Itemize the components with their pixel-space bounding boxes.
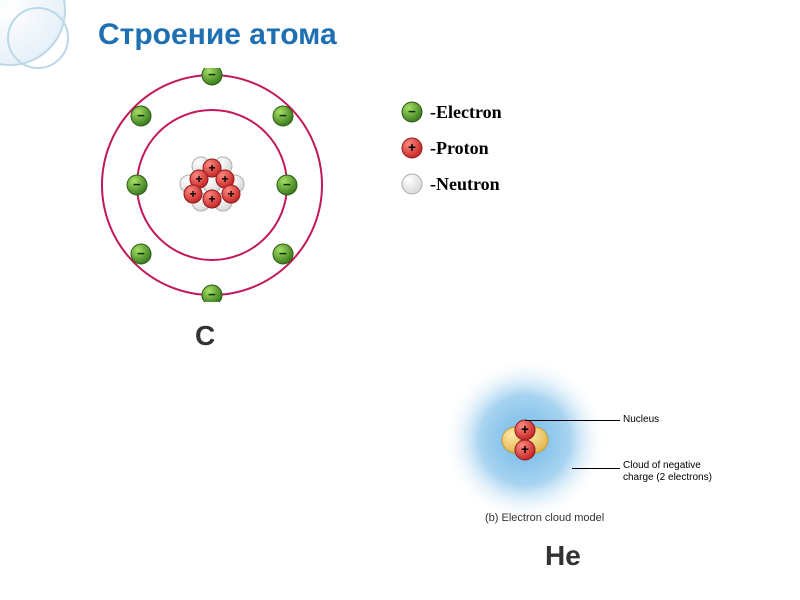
svg-text:+: + — [408, 140, 416, 155]
carbon-symbol-label: C — [195, 320, 215, 352]
svg-text:+: + — [521, 442, 529, 457]
svg-text:+: + — [521, 422, 529, 437]
helium-caption: (b) Electron cloud model — [485, 512, 604, 524]
legend-proton: + -Proton — [400, 136, 502, 160]
svg-text:+: + — [221, 172, 228, 186]
svg-text:−: − — [208, 287, 216, 302]
svg-text:−: − — [137, 108, 145, 123]
legend-neutron-label: -Neutron — [430, 174, 500, 195]
svg-text:−: − — [283, 177, 291, 192]
cloud-label-line1: Cloud of negative — [623, 460, 701, 471]
svg-text:−: − — [279, 246, 287, 261]
svg-text:+: + — [208, 192, 215, 206]
legend-electron: − -Electron — [400, 100, 502, 124]
nucleus-label: Nucleus — [623, 414, 659, 425]
carbon-atom-diagram: ++++++−−−−−−−− — [95, 68, 329, 302]
helium-symbol-label: He — [545, 540, 581, 572]
legend-electron-label: -Electron — [430, 102, 502, 123]
legend-proton-label: -Proton — [430, 138, 489, 159]
svg-text:−: − — [408, 104, 416, 119]
corner-decoration — [0, 0, 70, 70]
page-title: Строение атома — [98, 18, 337, 52]
cloud-label-line2: charge (2 electrons) — [623, 472, 712, 483]
svg-text:+: + — [208, 161, 215, 175]
svg-text:−: − — [279, 108, 287, 123]
svg-text:−: − — [208, 68, 216, 82]
svg-text:+: + — [227, 187, 234, 201]
svg-text:−: − — [133, 177, 141, 192]
particle-legend: − -Electron + -Proton -Neutron — [400, 100, 502, 208]
svg-text:+: + — [195, 172, 202, 186]
legend-neutron: -Neutron — [400, 172, 502, 196]
svg-text:+: + — [189, 187, 196, 201]
svg-text:−: − — [137, 246, 145, 261]
helium-atom-diagram: ++ — [440, 355, 610, 525]
